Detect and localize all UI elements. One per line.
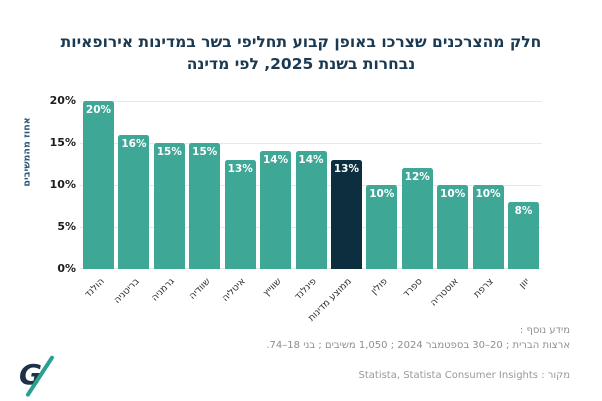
y-axis-title: אחוז מהמשיבים <box>21 117 33 187</box>
y-axis-tick: 20% <box>49 94 76 107</box>
globes-logo: G <box>16 354 60 398</box>
y-axis-tick: 0% <box>57 262 76 275</box>
page-title-line1: חלק מהצרכנים שצרכו באופן קבוע תחליפי בשר… <box>60 33 542 51</box>
x-axis-label: בריטניה <box>111 276 142 306</box>
source-text: מקור : Statista, Statista Consumer Insig… <box>358 370 571 381</box>
bar: 20% <box>83 101 114 269</box>
bar: 12% <box>401 168 433 269</box>
bar-value-label: 10% <box>369 188 395 200</box>
bar-value-label: 16% <box>121 137 147 150</box>
bar: 15% <box>189 143 221 269</box>
bar-value-label: 15% <box>156 146 182 158</box>
gridline <box>80 143 542 144</box>
bar-value-label: 12% <box>404 171 430 184</box>
x-axis-label: איטליה <box>220 276 248 304</box>
bar-value-label: 15% <box>192 146 218 158</box>
bar: 14% <box>295 151 327 269</box>
bar: 10% <box>437 185 469 269</box>
y-axis-tick: 15% <box>49 136 76 149</box>
bar: 15% <box>153 143 185 269</box>
x-axis-label: הולנד <box>82 276 107 301</box>
bar-value-label: 10% <box>440 188 466 200</box>
bar: 14% <box>260 151 292 269</box>
bar: 13% <box>224 159 256 269</box>
bar-value-label: 13% <box>227 162 253 175</box>
bar: 10% <box>472 185 504 269</box>
x-axis-label: שוודיה <box>186 276 213 302</box>
bar-value-label: 14% <box>263 154 289 167</box>
bar-value-label: 10% <box>475 188 501 200</box>
bar: 13% <box>330 159 362 269</box>
x-axis-label: גרמניה <box>149 276 178 304</box>
footnote-label: מידע נוסף : <box>519 325 570 336</box>
plot-area: 20% 16% 15% 15% 13% 14% 14% 13% 10% 12% 10% 10% 8% <box>80 101 542 269</box>
bar: 16% <box>118 134 150 269</box>
footnote: מידע נוסף : ארצות הברית ; 20–30 בספטמבר … <box>266 324 570 353</box>
page-title: חלק מהצרכנים שצרכו באופן קבוע תחליפי בשר… <box>0 31 602 75</box>
y-axis-tick: 5% <box>57 220 76 233</box>
y-axis-tick: 10% <box>49 178 76 191</box>
page-title-line2: נבחרות בשנת 2025, לפי מדינה <box>186 55 416 73</box>
bar-value-label: 20% <box>85 104 112 116</box>
bar: 8% <box>508 201 539 269</box>
bar-value-label: 14% <box>298 154 324 167</box>
bar-value-label: 8% <box>514 204 533 217</box>
bar-value-label: 13% <box>333 162 359 175</box>
gridline <box>80 101 542 102</box>
bar: 10% <box>366 185 398 269</box>
footnote-text: ארצות הברית ; 20–30 בספטמבר 2024 ; 1,050… <box>266 339 570 351</box>
